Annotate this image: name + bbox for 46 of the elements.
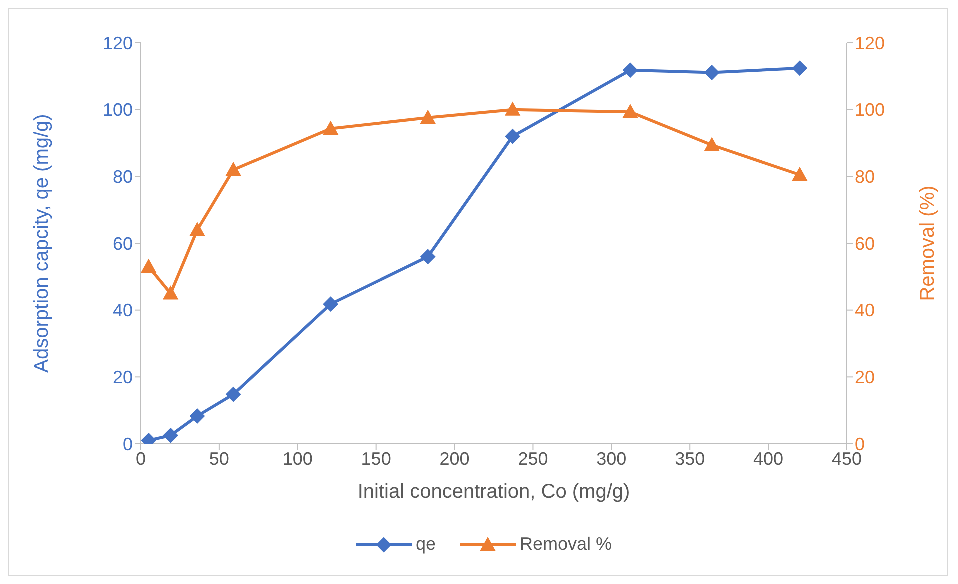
x-tick-label: 400 [754, 448, 784, 469]
legend-label: qe [416, 534, 436, 555]
y2-tick-label: 60 [855, 234, 876, 254]
y2-tick-label: 120 [855, 33, 886, 54]
x-tick-label: 0 [136, 448, 146, 469]
point [141, 259, 156, 273]
point [505, 102, 520, 116]
point [323, 121, 338, 135]
point [792, 60, 808, 76]
x-tick-label: 250 [518, 448, 548, 469]
y2-axis-title: Removal (%) [917, 186, 940, 302]
y2-tick-label: 40 [855, 300, 876, 321]
point [622, 62, 638, 78]
point [420, 110, 436, 124]
point [163, 286, 178, 300]
x-tick-label: 350 [675, 448, 706, 469]
point [226, 387, 242, 402]
point [704, 138, 720, 152]
x-tick-label: 150 [361, 448, 392, 469]
x-tick-label: 300 [596, 448, 627, 469]
point [704, 65, 720, 80]
legend-label: Removal % [520, 534, 612, 555]
point [226, 162, 242, 176]
y2-tick-label: 20 [855, 368, 876, 388]
point [190, 408, 205, 424]
point [792, 167, 808, 182]
point [505, 129, 520, 144]
y-tick-label: 120 [102, 33, 133, 54]
y2-tick-label: 80 [855, 167, 876, 188]
point [622, 104, 638, 118]
point [420, 249, 436, 264]
x-axis-title: Initial concentration, Co (mg/g) [358, 481, 630, 503]
point [323, 296, 338, 312]
x-tick-label: 200 [440, 448, 470, 469]
y-axis-title: Adsorption capcity, qe (mg/g) [31, 114, 54, 373]
y2-tick-label: 100 [855, 100, 886, 120]
x-tick-label: 100 [282, 448, 313, 469]
point [190, 222, 205, 236]
y-tick-label: 40 [112, 300, 133, 321]
x-tick-label: 50 [209, 448, 230, 469]
point [163, 428, 178, 444]
y-tick-label: 20 [112, 368, 133, 388]
y-tick-label: 100 [102, 100, 133, 120]
y-tick-label: 0 [122, 434, 133, 454]
y-tick-label: 60 [112, 234, 133, 254]
y-tick-label: 80 [112, 167, 133, 188]
